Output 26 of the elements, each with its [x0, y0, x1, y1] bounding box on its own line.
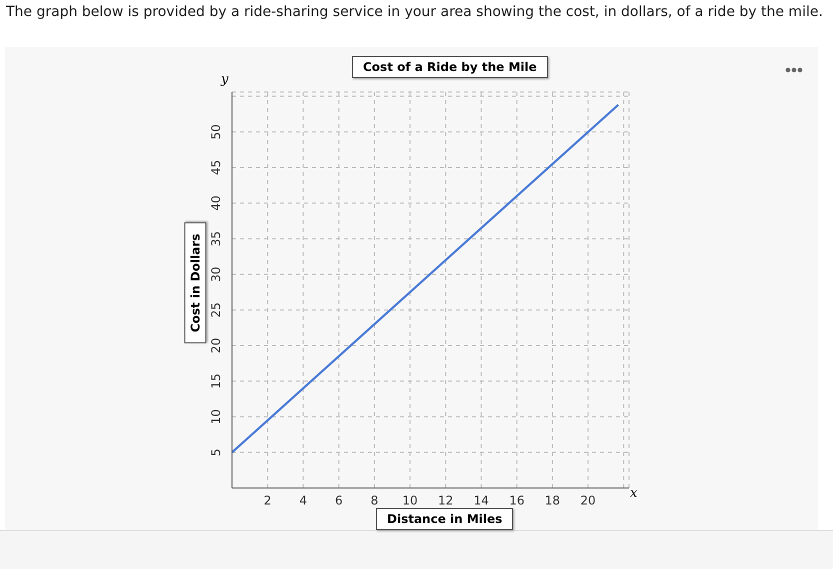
x-tick-label: 2	[264, 494, 272, 508]
y-tick-label: 45	[209, 160, 223, 176]
x-axis-title: Distance in Miles	[376, 508, 514, 530]
x-tick-label: 18	[544, 494, 560, 508]
y-tick-label: 15	[209, 374, 223, 389]
y-axis-title: Cost in Dollars	[184, 222, 206, 344]
text: The graph below is provided by a ride-sharing service in your area showing the cost, in dollars, of a ride by the mile.	[6, 4, 823, 20]
y-tick-label: 10	[209, 409, 223, 424]
x-tick-label: 8	[370, 494, 378, 508]
x-tick-label: 20	[580, 494, 596, 508]
text: x	[630, 486, 638, 501]
x-tick-label: 4	[299, 494, 308, 508]
x-tick-label: 6	[334, 494, 343, 508]
y-tick-label: 25	[209, 302, 223, 318]
y-tick-label: 30	[209, 266, 223, 282]
x-tick-label: 16	[509, 494, 524, 508]
y-tick-label: 50	[209, 124, 223, 140]
x-tick-label: 12	[438, 494, 454, 508]
y-tick-label: 40	[209, 195, 223, 211]
y-tick-label: 5	[209, 448, 223, 456]
y-tick-label: 20	[209, 338, 223, 354]
x-tick-label: 10	[402, 494, 418, 508]
y-tick-label: 35	[209, 231, 223, 246]
chart-title: Cost of a Ride by the Mile	[352, 56, 548, 78]
text: y	[221, 72, 228, 87]
x-tick-label: 14	[474, 494, 489, 508]
